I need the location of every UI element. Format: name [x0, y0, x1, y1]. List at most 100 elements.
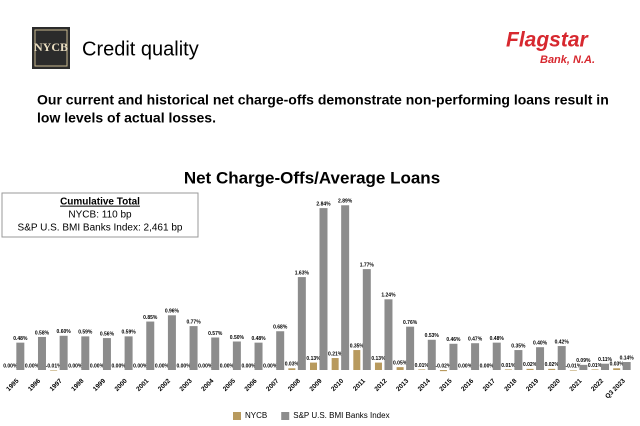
value-label: 0.40%: [533, 341, 548, 347]
chart-title: Net Charge-Offs/Average Loans: [184, 168, 440, 187]
bar: [418, 369, 426, 370]
bar: [297, 277, 306, 370]
value-label: 0.00%: [90, 363, 105, 369]
bar: [232, 341, 241, 370]
value-label: -0.01%: [565, 363, 581, 369]
summary-line: NYCB: 110 bp: [68, 210, 132, 221]
value-label: 0.00%: [3, 363, 18, 369]
bar: [362, 269, 371, 370]
bar: [406, 326, 415, 370]
bar: [439, 370, 447, 372]
value-label: 1.63%: [295, 270, 310, 276]
value-label: 0.13%: [306, 356, 321, 362]
value-label: 0.00%: [155, 363, 170, 369]
value-label: 0.01%: [415, 363, 430, 369]
legend-label: S&P U.S. BMI Banks Index: [293, 411, 389, 420]
intro-line: Our current and historical net charge-of…: [37, 92, 609, 108]
value-label: 0.00%: [480, 363, 495, 369]
bar: [81, 336, 90, 370]
bar: [374, 362, 382, 370]
value-label: 0.57%: [208, 331, 223, 337]
brand: Flagstar: [506, 29, 590, 52]
value-label: 1.24%: [381, 293, 396, 299]
value-label: 0.48%: [13, 336, 28, 342]
value-label: 0.48%: [251, 336, 266, 342]
bar: [16, 342, 25, 370]
value-label: 1.77%: [360, 262, 375, 268]
value-label: 0.09%: [576, 358, 591, 364]
bar: [353, 350, 361, 370]
value-label: 0.14%: [620, 355, 635, 361]
bar: [341, 205, 350, 370]
bar: [167, 315, 176, 370]
value-label: 0.58%: [35, 330, 50, 336]
value-label: 0.01%: [501, 363, 516, 369]
bar: [569, 370, 577, 371]
bar: [211, 337, 220, 370]
bar: [492, 342, 501, 370]
value-label: 0.00%: [241, 363, 256, 369]
bar: [384, 299, 393, 370]
value-label: 0.68%: [273, 325, 288, 331]
value-label: 0.77%: [186, 319, 201, 325]
value-label: -0.02%: [436, 363, 452, 369]
value-label: 0.46%: [446, 337, 461, 343]
legend-swatch: [233, 412, 241, 420]
value-label: 0.35%: [511, 343, 526, 349]
page-title: Credit quality: [82, 38, 199, 60]
bar: [449, 343, 458, 370]
value-label: 0.42%: [555, 339, 570, 345]
bar: [591, 369, 599, 370]
value-label: 0.03%: [610, 362, 625, 368]
bar: [276, 331, 285, 370]
value-label: 0.00%: [25, 363, 40, 369]
value-label: 0.01%: [588, 363, 603, 369]
value-label: 0.00%: [176, 363, 191, 369]
value-label: 0.00%: [68, 363, 83, 369]
logo-box: [32, 27, 70, 69]
bar: [102, 338, 111, 370]
bar: [146, 321, 155, 370]
bar: [526, 368, 534, 370]
value-label: 0.00%: [263, 363, 278, 369]
bar: [288, 368, 296, 370]
bar: [396, 367, 404, 370]
value-label: 0.00%: [220, 363, 235, 369]
bar: [548, 368, 556, 370]
value-label: 0.76%: [403, 320, 418, 326]
value-label: 2.84%: [316, 201, 331, 207]
bar: [427, 339, 436, 370]
bar: [613, 368, 621, 370]
legend-swatch: [281, 412, 290, 420]
bar: [50, 370, 58, 371]
bar: [471, 343, 480, 370]
bar: [514, 350, 523, 370]
logo-frame: [34, 29, 68, 67]
value-label: 0.59%: [122, 330, 137, 336]
value-label: 0.96%: [165, 309, 180, 315]
bar: [124, 336, 133, 370]
logo-text: NYCB: [34, 40, 68, 54]
bar: [310, 362, 317, 370]
value-label: 0.48%: [490, 336, 505, 342]
value-label: 0.50%: [230, 335, 245, 341]
value-label: 0.02%: [545, 362, 560, 368]
bar: [319, 208, 328, 370]
value-label: 0.53%: [425, 333, 440, 339]
value-label: 2.89%: [338, 199, 353, 205]
summary-box: [1, 192, 199, 238]
bar: [37, 336, 46, 370]
value-label: 0.05%: [393, 360, 408, 366]
value-label: 0.00%: [112, 363, 127, 369]
bar: [622, 362, 631, 370]
bar: [579, 364, 588, 370]
bar: [59, 335, 68, 370]
value-label: 0.00%: [198, 363, 213, 369]
bar: [601, 363, 610, 370]
value-label: 0.56%: [100, 331, 115, 337]
value-label: 0.21%: [328, 351, 343, 357]
legend-label: NYCB: [245, 411, 267, 420]
intro-line: low levels of actual losses.: [37, 110, 216, 126]
bar: [557, 346, 566, 370]
